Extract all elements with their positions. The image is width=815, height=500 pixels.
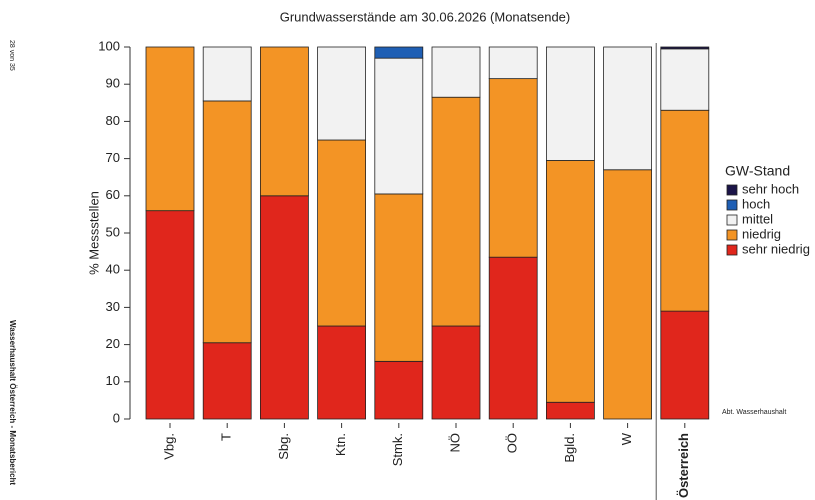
x-tick-label: Sbg. [276, 433, 291, 460]
bar-segment [317, 325, 367, 420]
bar-segment [374, 193, 424, 362]
x-tick-label: Ktn. [333, 433, 348, 456]
bar-segment [202, 342, 252, 420]
bar-segment [374, 57, 424, 195]
bar-segment [374, 46, 424, 59]
legend-label: hoch [742, 196, 770, 211]
bar-segment [546, 160, 595, 403]
legend-title: GW-Stand [725, 163, 790, 179]
legend-label: mittel [742, 211, 773, 226]
legend-swatch [726, 229, 738, 241]
y-tick-label: 60 [106, 187, 120, 202]
legend-swatch [726, 214, 738, 226]
bar-segment [431, 46, 481, 98]
bar-segment [546, 46, 595, 161]
bar-segment [660, 109, 710, 312]
bar-segment [431, 96, 481, 327]
y-tick-label: 80 [106, 113, 120, 128]
chart-title: Grundwasserstände am 30.06.2026 (Monatse… [280, 9, 571, 24]
side-note: Wasserhaushalt Österreich - Monatsberich… [8, 320, 17, 485]
bar-segment [660, 46, 710, 50]
bar-segment [603, 169, 652, 420]
bar-segment [660, 310, 710, 420]
bar-segment [202, 46, 252, 102]
bar-segment [374, 360, 424, 420]
bar-segment [317, 46, 367, 141]
legend-swatch [726, 184, 738, 196]
bar-segment [259, 46, 309, 197]
bar-segment [431, 325, 481, 420]
legend-label: niedrig [742, 226, 781, 241]
bar-segment [145, 210, 195, 420]
bar-segment [488, 78, 538, 258]
legend-label: sehr hoch [742, 181, 799, 196]
x-tick-label: Österreich [676, 433, 691, 498]
y-tick-label: 50 [106, 224, 120, 239]
y-tick-label: 70 [106, 150, 120, 165]
y-tick-label: 20 [106, 336, 120, 351]
y-axis-label: % Messstellen [86, 191, 101, 275]
bar-segment [259, 195, 309, 420]
y-tick-label: 0 [113, 410, 120, 425]
x-tick-label: NÖ [447, 433, 462, 453]
bar-segment [202, 100, 252, 344]
bar-segment [603, 46, 652, 171]
bar-segment [488, 46, 538, 80]
source: Abt. Wasserhaushalt [722, 409, 786, 416]
x-tick-label: W [619, 432, 634, 445]
legend-swatch [726, 244, 738, 256]
legend-swatch [726, 199, 738, 211]
x-tick-label: Stmk. [390, 433, 405, 466]
bar-segment [317, 139, 367, 327]
x-tick-label: Vbg. [161, 433, 176, 460]
y-tick-label: 10 [106, 373, 120, 388]
y-tick-label: 90 [106, 76, 120, 91]
bar-segment [488, 256, 538, 420]
y-tick-label: 40 [106, 262, 120, 277]
x-tick-label: OÖ [505, 433, 520, 453]
y-tick-label: 100 [98, 38, 120, 53]
x-tick-label: Bgld. [562, 433, 577, 463]
page-number: 28 von 35 [8, 40, 15, 71]
y-tick-label: 30 [106, 299, 120, 314]
bar-segment [546, 401, 595, 420]
bar-segment [660, 48, 710, 111]
bar-segment [145, 46, 195, 212]
legend-label: sehr niedrig [742, 241, 810, 256]
x-tick-label: T [219, 433, 234, 441]
